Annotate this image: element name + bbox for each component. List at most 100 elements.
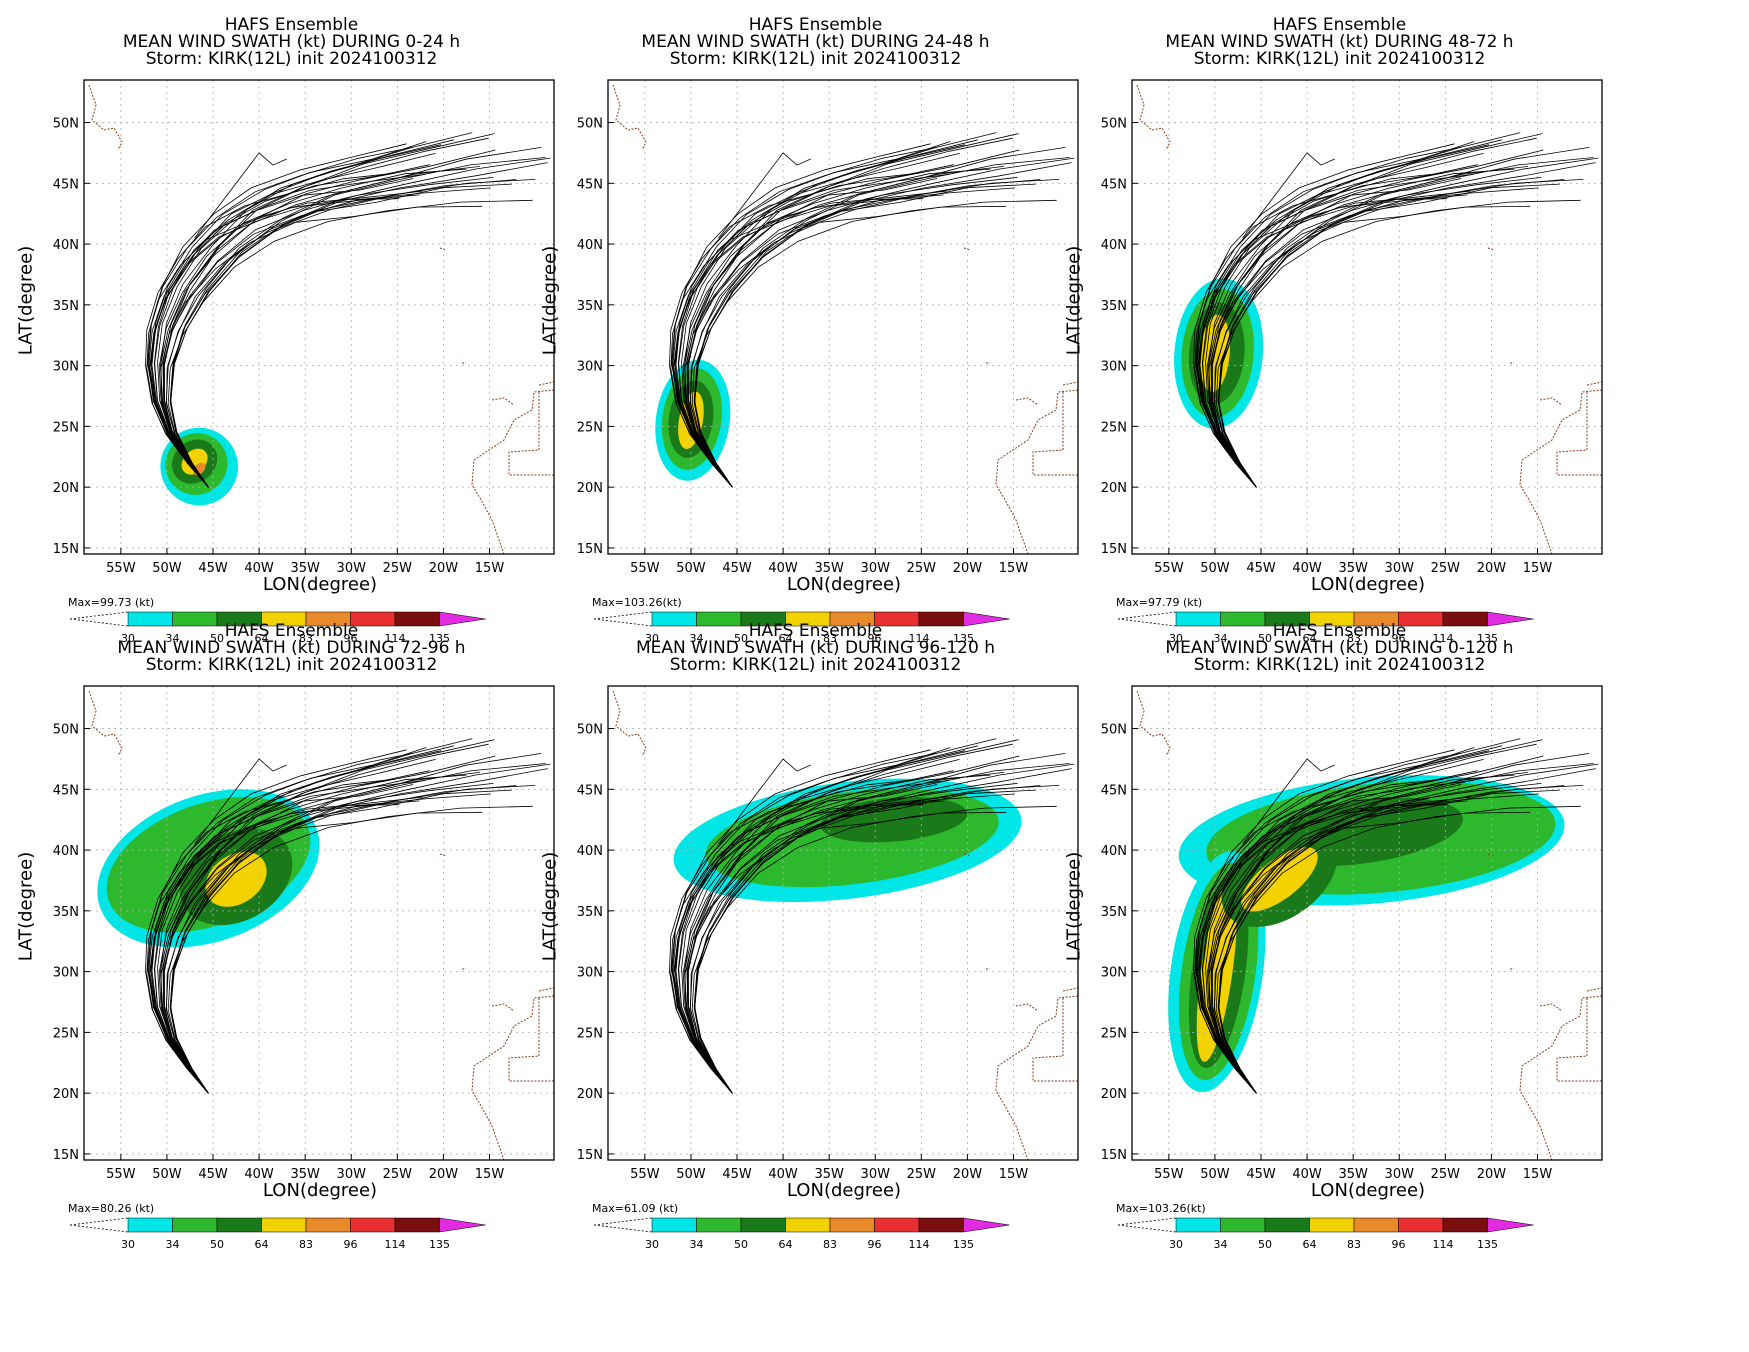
swath-panel-3: HAFS Ensemble MEAN WIND SWATH (kt) DURIN… (1048, 0, 1631, 676)
colorbar-level-label: 34 (166, 632, 180, 645)
colorbar-under-arrow (594, 611, 653, 627)
ensemble-track (689, 179, 1041, 488)
colorbar-segment (172, 1217, 218, 1233)
ensemble-track (1202, 144, 1490, 488)
y-tick-label: 50N (53, 723, 79, 738)
x-tick-label: 45W (722, 561, 752, 576)
x-tick-label: 25W (907, 561, 937, 576)
colorbar-level-label: 135 (1477, 1238, 1498, 1251)
ensemble-track (1205, 745, 1502, 1094)
x-tick-label: 35W (290, 1167, 320, 1182)
y-tick-label: 15N (53, 542, 79, 557)
ensemble-track (149, 190, 423, 488)
colorbar-level-label: 64 (779, 632, 793, 645)
y-tick-label: 40N (53, 844, 79, 859)
x-tick-label: 20W (429, 561, 459, 576)
ensemble-track (673, 190, 947, 488)
y-tick-label: 25N (577, 420, 603, 435)
y-tick-label: 30N (1101, 360, 1127, 375)
colorbar-segment (261, 1217, 307, 1233)
colorbar-segment (696, 1217, 742, 1233)
ensemble-track (1210, 177, 1542, 488)
ensemble-track (1218, 768, 1596, 1094)
plot-frame (83, 685, 555, 1161)
y-tick-label: 50N (577, 117, 603, 132)
ensemble-tracks (669, 132, 1075, 488)
panel-title-line2: MEAN WIND SWATH (kt) DURING 24-48 h (641, 32, 990, 52)
panel-title-line3: Storm: KIRK(12L) init 2024100312 (669, 655, 962, 675)
y-axis-label: LAT(degree) (1063, 245, 1085, 356)
ensemble-track (154, 750, 442, 1094)
ensemble-track (1205, 139, 1502, 488)
ensemble-tracks (145, 738, 551, 1094)
colorbar-under-arrow (70, 611, 129, 627)
y-tick-label: 45N (1101, 177, 1127, 192)
lat-lon-grid (608, 80, 1078, 554)
x-tick-label: 20W (1477, 561, 1507, 576)
plot-frame (1131, 685, 1603, 1161)
y-axis-label: LAT(degree) (15, 245, 37, 356)
y-tick-label: 15N (577, 542, 603, 557)
map-plot: 55W 50W 45W 40W 35W 30W 25W 20W 15W 50N 45N 40N 35N 3… (577, 685, 1079, 1182)
axis-ticks: 55W 50W 45W 40W 35W 30W 25W 20W 15W 50N 45N 40N 35N 3… (53, 723, 505, 1182)
ensemble-track (691, 199, 1057, 488)
coastline-segment (439, 247, 447, 251)
colorbar-level-label: 83 (1347, 1238, 1361, 1251)
colorbar-level-label: 34 (1214, 632, 1228, 645)
y-tick-label: 40N (577, 844, 603, 859)
colorbar-segment (1442, 1217, 1488, 1233)
panel-title-line1: HAFS Ensemble (1272, 15, 1407, 35)
y-tick-label: 30N (1101, 966, 1127, 981)
panel-title-line3: Storm: KIRK(12L) init 2024100312 (669, 49, 962, 69)
colorbar-segment (829, 1217, 875, 1233)
coastline-segment (1487, 853, 1495, 857)
coastline-segment (1032, 392, 1078, 476)
x-tick-label: 45W (198, 1167, 228, 1182)
panel-title-line3: Storm: KIRK(12L) init 2024100312 (145, 655, 438, 675)
ensemble-track (165, 179, 517, 488)
ensemble-track (162, 793, 491, 1094)
ensemble-track (1198, 173, 1474, 488)
y-axis-label: LAT(degree) (15, 851, 37, 962)
x-axis-label: LON(degree) (786, 1180, 902, 1201)
colorbar-level-label: 135 (429, 632, 450, 645)
coastline-segment (88, 690, 123, 757)
y-tick-label: 35N (1101, 299, 1127, 314)
ensemble-track (194, 152, 287, 239)
swath-panel-6: HAFS Ensemble MEAN WIND SWATH (kt) DURIN… (1048, 606, 1631, 1282)
panel-title-line1: HAFS Ensemble (748, 621, 883, 641)
ensemble-track (170, 162, 548, 488)
coastline-segment (471, 389, 555, 555)
coastline-segment (1487, 247, 1495, 251)
ensemble-track (1218, 162, 1596, 488)
ensemble-track (1215, 199, 1581, 488)
ensemble-track (170, 157, 551, 488)
colorbar-level-label: 34 (1214, 1238, 1228, 1251)
colorbar-level-label: 30 (1169, 1238, 1183, 1251)
colorbar-level-label: 50 (210, 632, 224, 645)
ensemble-track (157, 139, 454, 488)
colorbar-level-label: 30 (121, 1238, 135, 1251)
coastline-segment (1136, 84, 1171, 151)
lat-lon-grid (608, 686, 1078, 1160)
panel-title-line1: HAFS Ensemble (1272, 621, 1407, 641)
ensemble-tracks (1193, 738, 1599, 1094)
y-tick-label: 15N (1101, 1148, 1127, 1163)
panel-title-line1: HAFS Ensemble (224, 15, 359, 35)
plot-frame (607, 685, 1079, 1161)
x-tick-label: 45W (722, 1167, 752, 1182)
swath-panel-4: HAFS Ensemble MEAN WIND SWATH (kt) DURIN… (0, 606, 583, 1282)
ensemble-track (682, 168, 991, 488)
ensemble-track (1208, 205, 1531, 488)
x-tick-label: 50W (152, 1167, 182, 1182)
ensemble-track (1201, 759, 1484, 1094)
ensemble-track (1210, 783, 1542, 1094)
y-tick-label: 25N (1101, 420, 1127, 435)
y-tick-label: 50N (577, 723, 603, 738)
colorbar-level-label: 135 (953, 632, 974, 645)
ensemble-track (160, 205, 483, 488)
swath-panel-5: HAFS Ensemble MEAN WIND SWATH (kt) DURIN… (524, 606, 1107, 1282)
y-tick-label: 35N (577, 299, 603, 314)
max-wind-label: Max=80.26 (kt) (68, 1202, 155, 1215)
coastline-segment (963, 247, 971, 251)
